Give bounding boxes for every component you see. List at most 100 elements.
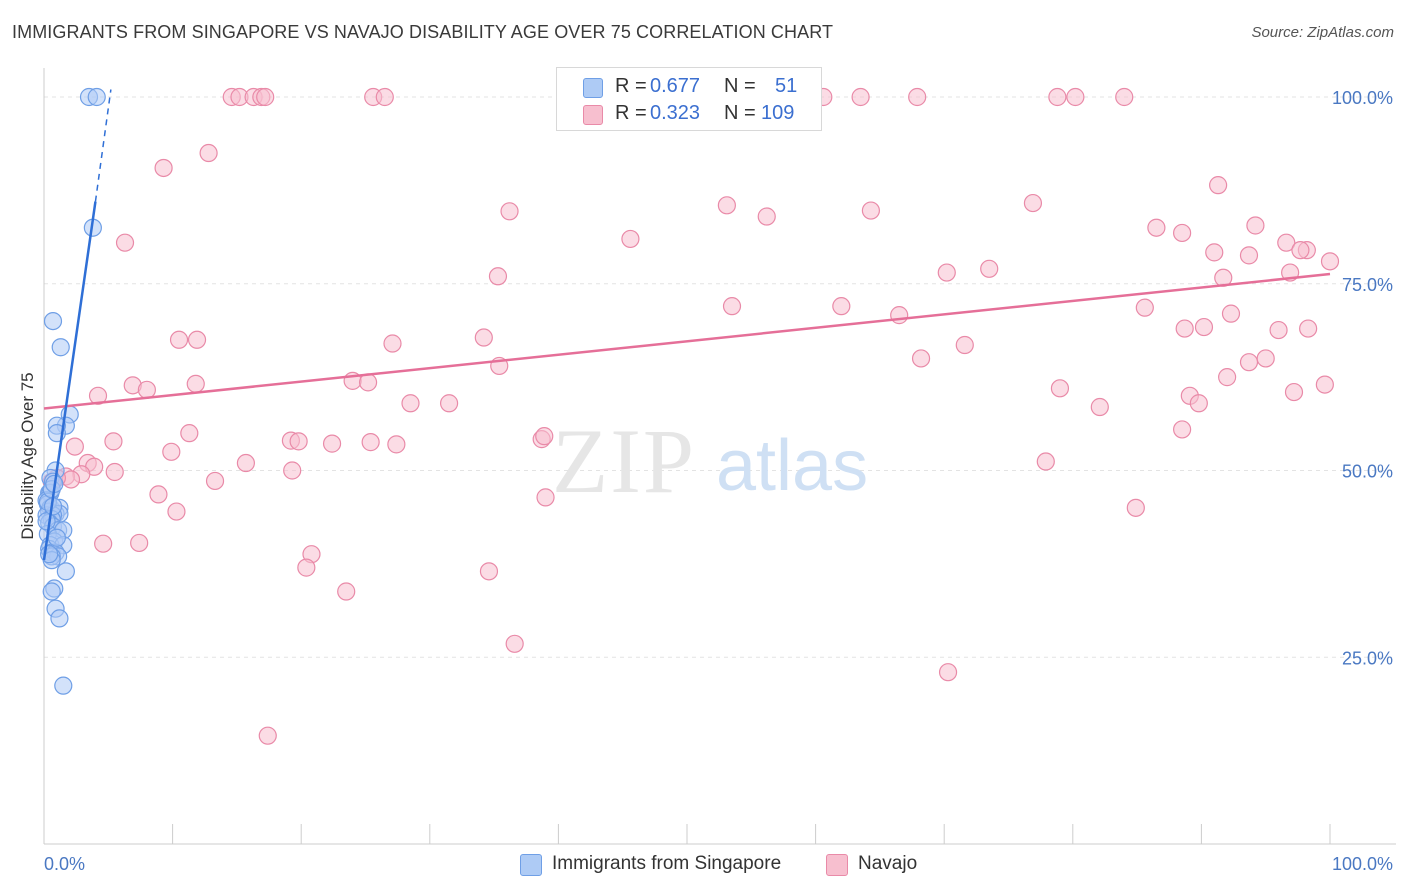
singapore-points (37, 87, 106, 695)
data-point (536, 488, 555, 507)
data-point (47, 528, 66, 547)
data-point (115, 233, 135, 252)
data-point (50, 609, 69, 628)
data-point (722, 297, 742, 316)
data-point (186, 374, 205, 393)
legend-n-value: 109 (761, 102, 795, 124)
data-point (1315, 375, 1334, 394)
data-point (169, 330, 189, 349)
legend-r-value: 0.323 (650, 102, 701, 124)
data-point (1036, 452, 1055, 471)
data-point (1173, 420, 1192, 439)
data-point (890, 306, 909, 325)
data-point (337, 582, 356, 601)
x-ticks (43, 824, 1331, 844)
data-point (1205, 243, 1224, 262)
bottom-legend-swatch-navajo (826, 854, 848, 876)
data-point (199, 143, 218, 163)
y-tick-label: 50.0% (1342, 462, 1393, 482)
data-point (1239, 246, 1259, 265)
bottom-legend-label-navajo: Navajo (858, 853, 918, 874)
legend-row-singapore: R = 0.677 N = 51 (557, 73, 821, 101)
y-tick-labels: 25.0% 50.0% 75.0% 100.0% (1332, 88, 1393, 668)
data-point (40, 545, 59, 564)
data-point (236, 453, 256, 473)
data-point (375, 87, 394, 107)
watermark-zip: ZIP (552, 410, 696, 512)
data-point (1209, 176, 1228, 195)
data-point (621, 229, 640, 249)
data-point (1126, 498, 1145, 517)
y-tick-label: 25.0% (1342, 648, 1393, 668)
legend-swatch-navajo (583, 105, 603, 125)
data-point (1277, 233, 1296, 252)
data-point (137, 380, 156, 399)
legend-n-label: N = (724, 102, 756, 124)
data-point (56, 562, 75, 581)
data-point (162, 442, 181, 461)
singapore-trend-line (42, 201, 97, 561)
watermark: ZIP atlas (552, 410, 868, 512)
data-point (1291, 241, 1310, 260)
data-point (94, 534, 113, 553)
data-point (54, 676, 73, 695)
data-point (205, 471, 225, 491)
data-point (258, 726, 277, 745)
data-point (43, 312, 63, 331)
data-point (1194, 317, 1214, 337)
data-point (980, 259, 999, 278)
data-point (42, 582, 61, 601)
data-point (1299, 319, 1318, 338)
chart-title: IMMIGRANTS FROM SINGAPORE VS NAVAJO DISA… (12, 22, 834, 42)
trend-lines (42, 89, 1331, 561)
data-point (1284, 382, 1304, 402)
data-point (1173, 223, 1192, 243)
legend-row-navajo: R = 0.323 N = 109 (557, 100, 821, 128)
x-tick-label-end: 100.0% (1332, 854, 1393, 874)
data-point (104, 432, 123, 451)
data-point (1218, 368, 1237, 387)
watermark-atlas: atlas (716, 426, 868, 506)
data-point (130, 533, 149, 553)
data-point (154, 158, 173, 178)
data-point (383, 334, 402, 353)
legend-n-value: 51 (775, 75, 798, 97)
data-point (938, 663, 958, 682)
bottom-legend-label-singapore: Immigrants from Singapore (552, 853, 782, 874)
data-point (51, 338, 70, 357)
data-point (1175, 319, 1194, 338)
data-point (361, 433, 380, 452)
data-point (87, 87, 106, 107)
data-point (88, 386, 108, 405)
legend-r-label: R = (615, 102, 647, 124)
data-point (1048, 87, 1067, 107)
data-point (401, 394, 420, 413)
data-point (851, 87, 870, 107)
data-point (500, 202, 519, 221)
y-tick-label: 100.0% (1332, 88, 1393, 108)
data-point (180, 424, 199, 443)
x-tick-label-start: 0.0% (44, 854, 85, 874)
data-point (937, 263, 956, 282)
data-point (757, 207, 776, 226)
data-point (474, 328, 493, 347)
data-point (717, 196, 736, 215)
data-point (1023, 193, 1043, 213)
data-point (149, 485, 168, 504)
data-point (861, 201, 880, 220)
data-point (1090, 397, 1109, 417)
data-point (1066, 87, 1085, 107)
grid-lines (44, 96, 1396, 658)
data-point (955, 335, 974, 355)
data-point (256, 87, 275, 107)
data-point (1221, 304, 1241, 323)
data-point (187, 330, 207, 349)
data-point (1189, 394, 1208, 413)
data-point (505, 634, 524, 653)
legend-n-label: N = (724, 75, 756, 97)
legend-r-value: 0.677 (650, 75, 701, 97)
data-point (832, 297, 851, 316)
data-point (439, 394, 459, 413)
data-point (1239, 353, 1259, 372)
